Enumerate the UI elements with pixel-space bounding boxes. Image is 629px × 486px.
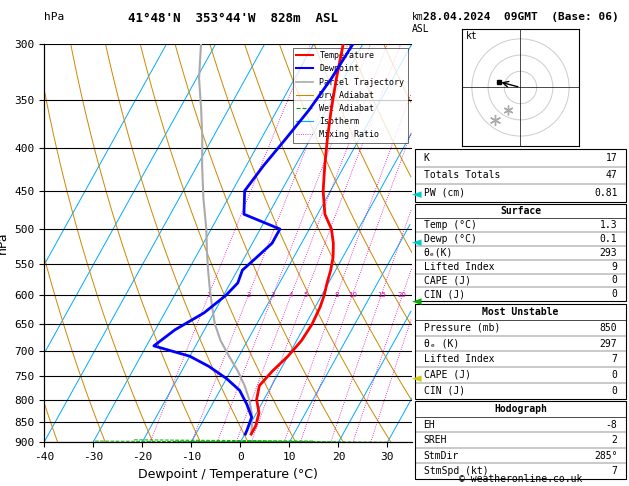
Text: 20: 20 bbox=[398, 292, 407, 298]
Y-axis label: hPa: hPa bbox=[0, 232, 9, 254]
Text: Lifted Index: Lifted Index bbox=[423, 261, 494, 272]
Text: 7: 7 bbox=[611, 354, 618, 364]
Text: 10: 10 bbox=[348, 292, 357, 298]
Text: 0.81: 0.81 bbox=[594, 188, 618, 198]
Text: PW (cm): PW (cm) bbox=[423, 188, 465, 198]
Text: 41°48'N  353°44'W  828m  ASL: 41°48'N 353°44'W 828m ASL bbox=[128, 12, 338, 25]
Text: 5: 5 bbox=[303, 292, 308, 298]
Text: Pressure (mb): Pressure (mb) bbox=[423, 323, 500, 333]
Text: EH: EH bbox=[423, 419, 435, 430]
Text: 2: 2 bbox=[246, 292, 250, 298]
Text: 1: 1 bbox=[206, 292, 211, 298]
Text: 293: 293 bbox=[600, 248, 618, 258]
Text: SREH: SREH bbox=[423, 435, 447, 445]
Text: 2: 2 bbox=[611, 435, 618, 445]
Text: 0: 0 bbox=[611, 386, 618, 396]
Text: ◄: ◄ bbox=[412, 295, 421, 308]
Text: 3: 3 bbox=[270, 292, 276, 298]
Text: CIN (J): CIN (J) bbox=[423, 386, 465, 396]
Text: ◄: ◄ bbox=[412, 373, 421, 385]
Text: Surface: Surface bbox=[500, 206, 541, 216]
Text: 285°: 285° bbox=[594, 451, 618, 461]
Text: θₑ(K): θₑ(K) bbox=[423, 248, 453, 258]
Text: 47: 47 bbox=[606, 171, 618, 180]
X-axis label: Dewpoint / Temperature (°C): Dewpoint / Temperature (°C) bbox=[138, 468, 318, 481]
Text: © weatheronline.co.uk: © weatheronline.co.uk bbox=[459, 473, 582, 484]
Text: 0: 0 bbox=[611, 370, 618, 380]
Text: 850: 850 bbox=[600, 323, 618, 333]
Text: StmSpd (kt): StmSpd (kt) bbox=[423, 466, 488, 476]
Text: Temp (°C): Temp (°C) bbox=[423, 220, 476, 230]
Text: CAPE (J): CAPE (J) bbox=[423, 370, 470, 380]
Text: 17: 17 bbox=[606, 153, 618, 163]
Text: hPa: hPa bbox=[44, 12, 64, 22]
Text: 7: 7 bbox=[611, 466, 618, 476]
Text: 28.04.2024  09GMT  (Base: 06): 28.04.2024 09GMT (Base: 06) bbox=[423, 12, 618, 22]
Text: 0: 0 bbox=[611, 289, 618, 299]
Text: 4: 4 bbox=[289, 292, 293, 298]
Text: ◄: ◄ bbox=[412, 237, 421, 249]
Text: Totals Totals: Totals Totals bbox=[423, 171, 500, 180]
Legend: Temperature, Dewpoint, Parcel Trajectory, Dry Adiabat, Wet Adiabat, Isotherm, Mi: Temperature, Dewpoint, Parcel Trajectory… bbox=[293, 48, 408, 142]
Text: 0: 0 bbox=[611, 276, 618, 285]
Text: 297: 297 bbox=[600, 339, 618, 348]
Text: kt: kt bbox=[465, 31, 477, 41]
Text: Lifted Index: Lifted Index bbox=[423, 354, 494, 364]
Text: -8: -8 bbox=[606, 419, 618, 430]
Text: CIN (J): CIN (J) bbox=[423, 289, 465, 299]
Text: 15: 15 bbox=[377, 292, 386, 298]
Text: 1.3: 1.3 bbox=[600, 220, 618, 230]
Text: 8: 8 bbox=[335, 292, 339, 298]
Text: CAPE (J): CAPE (J) bbox=[423, 276, 470, 285]
Text: km
ASL: km ASL bbox=[412, 12, 430, 34]
Text: K: K bbox=[423, 153, 430, 163]
Text: Dewp (°C): Dewp (°C) bbox=[423, 234, 476, 244]
Text: StmDir: StmDir bbox=[423, 451, 459, 461]
Text: Hodograph: Hodograph bbox=[494, 404, 547, 414]
Text: Most Unstable: Most Unstable bbox=[482, 307, 559, 317]
Text: θₑ (K): θₑ (K) bbox=[423, 339, 459, 348]
Text: 9: 9 bbox=[611, 261, 618, 272]
Text: ◄: ◄ bbox=[412, 188, 421, 201]
Text: 0.1: 0.1 bbox=[600, 234, 618, 244]
